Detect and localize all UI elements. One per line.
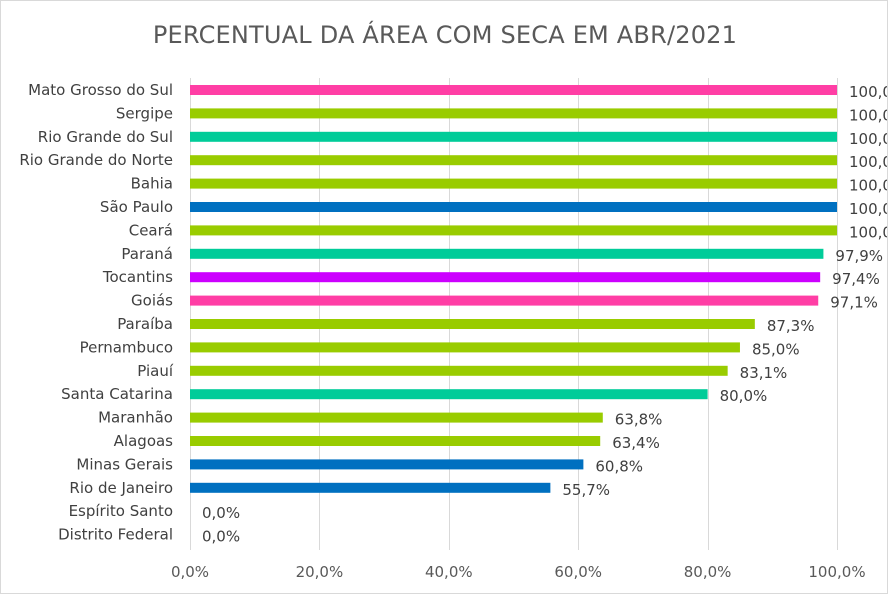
data-label: 100,0%: [849, 153, 888, 171]
bar: [190, 225, 837, 236]
category-label: Mato Grosso do Sul: [28, 81, 173, 99]
x-tick-label: 20,0%: [296, 563, 344, 581]
bar: [190, 108, 837, 119]
data-label: 97,9%: [835, 247, 883, 265]
bar: [190, 436, 601, 446]
category-label: Espírito Santo: [69, 502, 173, 520]
category-label: Tocantins: [102, 268, 173, 286]
data-label: 100,0%: [849, 106, 888, 124]
bar: [190, 412, 603, 423]
bar: [190, 155, 837, 166]
x-tick-label: 100,0%: [808, 563, 865, 581]
data-label: 55,7%: [562, 481, 610, 499]
category-label: Goiás: [131, 292, 173, 310]
bar: [190, 131, 837, 142]
category-label: Ceará: [129, 221, 173, 239]
data-label: 80,0%: [720, 387, 768, 405]
bar: [190, 342, 740, 353]
bar: [190, 248, 824, 259]
bar: [190, 459, 584, 470]
x-tick-label: 40,0%: [425, 563, 473, 581]
category-label: Rio Grande do Sul: [38, 128, 173, 146]
data-label: 100,0%: [849, 83, 888, 101]
x-tick-label: 60,0%: [554, 563, 602, 581]
category-label: São Paulo: [100, 198, 173, 216]
data-label: 63,8%: [615, 411, 663, 429]
category-label: Distrito Federal: [58, 526, 173, 544]
bar: [190, 482, 551, 493]
bar: [190, 178, 837, 189]
data-label: 0,0%: [202, 504, 240, 522]
data-label: 83,1%: [740, 364, 788, 382]
data-label: 100,0%: [849, 200, 888, 218]
bar: [190, 319, 755, 329]
data-label: 100,0%: [849, 223, 888, 241]
category-label: Alagoas: [114, 432, 174, 450]
data-label: 97,4%: [832, 270, 880, 288]
category-label: Maranhão: [98, 409, 173, 427]
category-label: Bahia: [131, 175, 173, 193]
category-label: Paraná: [121, 245, 173, 263]
category-label: Piauí: [137, 362, 174, 380]
bar: [190, 272, 821, 283]
x-tick-label: 0,0%: [171, 563, 209, 581]
data-label: 100,0%: [849, 177, 888, 195]
category-label: Minas Gerais: [76, 455, 173, 473]
category-label: Paraíba: [117, 315, 173, 333]
data-label: 85,0%: [752, 340, 800, 358]
bar: [190, 85, 837, 95]
chart-title: PERCENTUAL DA ÁREA COM SECA EM ABR/2021: [152, 21, 738, 49]
category-label: Rio Grande do Norte: [19, 151, 173, 169]
category-label: Rio de Janeiro: [69, 479, 173, 497]
data-label: 100,0%: [849, 130, 888, 148]
data-label: 87,3%: [767, 317, 815, 335]
bar: [190, 365, 728, 376]
bar: [190, 295, 819, 306]
bar: [190, 202, 837, 212]
category-label: Pernambuco: [80, 338, 173, 356]
category-label: Santa Catarina: [61, 385, 173, 403]
data-label: 60,8%: [595, 457, 643, 475]
x-tick-label: 80,0%: [684, 563, 732, 581]
data-label: 0,0%: [202, 528, 240, 546]
data-label: 63,4%: [612, 434, 660, 452]
bar: [190, 389, 708, 400]
category-label: Sergipe: [116, 104, 173, 122]
data-label: 97,1%: [830, 294, 878, 312]
